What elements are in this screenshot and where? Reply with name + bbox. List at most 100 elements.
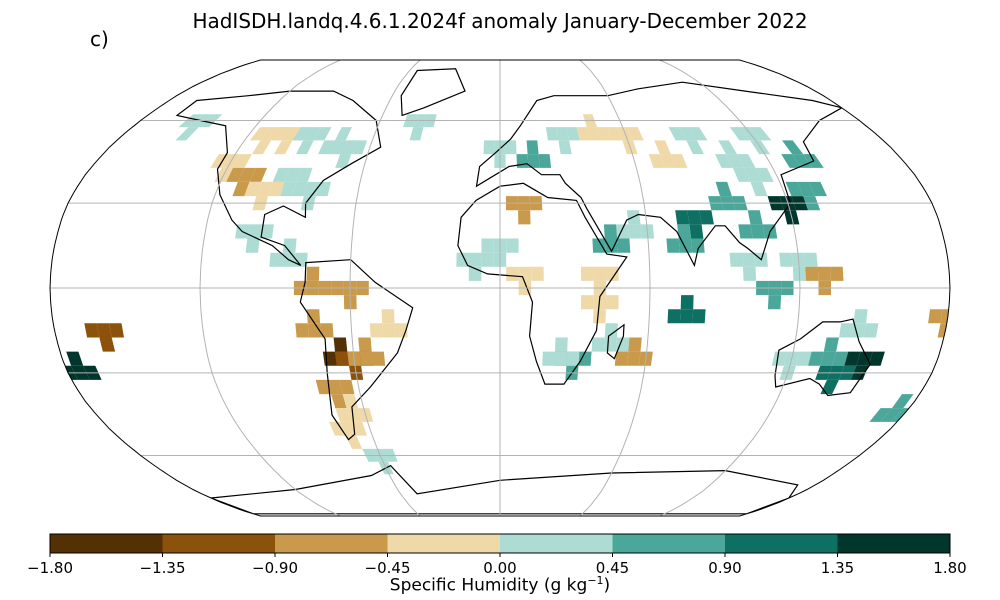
anomaly-cell bbox=[668, 127, 687, 141]
anomaly-cell bbox=[558, 140, 572, 155]
colorbar-tick-label: −1.35 bbox=[140, 559, 186, 577]
anomaly-cell bbox=[691, 238, 705, 253]
anomaly-cell bbox=[805, 266, 819, 281]
anomaly-cell bbox=[779, 252, 793, 267]
anomaly-cell bbox=[335, 154, 352, 168]
anomaly-cell bbox=[928, 309, 943, 324]
anomaly-cell bbox=[296, 167, 313, 182]
anomaly-cell bbox=[747, 210, 763, 225]
anomaly-cell bbox=[268, 181, 285, 197]
anomaly-cell bbox=[251, 140, 272, 155]
anomaly-cell bbox=[483, 140, 495, 155]
anomaly-cell bbox=[333, 337, 348, 352]
anomaly-cell bbox=[556, 127, 570, 141]
anomaly-cell bbox=[782, 140, 804, 155]
anomaly-cell bbox=[481, 252, 494, 267]
anomaly-cell bbox=[628, 337, 642, 352]
coastline-eurasia bbox=[475, 81, 844, 268]
colorbar-tick-label: 0.45 bbox=[596, 559, 629, 577]
coastline-antarctica bbox=[210, 464, 799, 515]
coastline-south-america bbox=[299, 259, 414, 441]
anomaly-cell bbox=[109, 323, 124, 338]
anomaly-cell bbox=[832, 351, 849, 366]
colorbar-label: Specific Humidity (g kg−1) bbox=[0, 574, 1000, 596]
anomaly-cell bbox=[303, 181, 320, 197]
anomaly-cell bbox=[566, 351, 580, 366]
coastline-north-america bbox=[175, 90, 382, 266]
colorbar-segment bbox=[50, 534, 163, 553]
anomaly-cell bbox=[99, 337, 116, 352]
anomaly-cell bbox=[576, 127, 591, 141]
anomaly-cell bbox=[259, 224, 274, 239]
anomaly-cell bbox=[538, 154, 552, 168]
anomaly-cell bbox=[742, 252, 756, 267]
anomaly-cell bbox=[306, 309, 321, 324]
colorbar-ticks: −1.80 −1.35 −0.90 −0.45 0.00 0.45 0.90 1.35 1.80 bbox=[27, 553, 967, 577]
anomaly-cell bbox=[679, 309, 694, 324]
anomaly-cell bbox=[335, 408, 352, 422]
anomaly-cell bbox=[542, 351, 555, 366]
anomaly-cell bbox=[614, 351, 629, 366]
colorbar-tick-label: −0.90 bbox=[252, 559, 298, 577]
anomaly-cell bbox=[689, 224, 704, 239]
anomaly-cell bbox=[531, 266, 544, 281]
anomaly-cell bbox=[518, 266, 532, 281]
colorbar-segment bbox=[387, 534, 501, 553]
anomaly-cell bbox=[249, 167, 268, 182]
anomaly-cell bbox=[604, 323, 618, 338]
anomaly-cell bbox=[307, 323, 322, 338]
anomaly-cell bbox=[516, 154, 529, 168]
anomaly-cell bbox=[603, 337, 618, 352]
anomaly-cell bbox=[313, 127, 332, 141]
colorbar-label-main: Specific Humidity (g kg bbox=[389, 575, 588, 596]
anomaly-cell bbox=[327, 379, 343, 395]
anomaly-cell bbox=[597, 127, 612, 141]
anomaly-cell bbox=[839, 323, 854, 338]
longitude-gridline bbox=[659, 60, 801, 516]
anomaly-cell bbox=[518, 210, 531, 225]
anomaly-cell bbox=[351, 421, 367, 436]
anomaly-cell bbox=[282, 238, 297, 253]
anomaly-cell bbox=[256, 181, 273, 197]
anomaly-cell bbox=[358, 337, 372, 352]
colorbar-tick-label: −0.45 bbox=[365, 559, 411, 577]
anomaly-cell bbox=[335, 127, 352, 141]
anomaly-cell bbox=[792, 154, 813, 168]
anomaly-cell bbox=[66, 351, 84, 366]
colorbar-segment bbox=[837, 534, 951, 553]
anomaly-cell bbox=[892, 394, 914, 409]
anomaly-cell bbox=[868, 351, 885, 366]
anomaly-cell bbox=[340, 421, 357, 436]
anomaly-cell bbox=[329, 421, 346, 436]
anomaly-cell bbox=[686, 140, 704, 155]
colorbar-label-close: ) bbox=[603, 575, 611, 596]
anomaly-cell bbox=[823, 337, 839, 352]
anomaly-cell bbox=[755, 167, 774, 182]
anomaly-cell bbox=[581, 266, 594, 281]
anomaly-cell bbox=[591, 337, 605, 352]
anomaly-cell bbox=[226, 167, 245, 182]
anomaly-cell bbox=[688, 127, 708, 141]
anomaly-cell bbox=[718, 140, 738, 155]
anomaly-cell bbox=[382, 323, 396, 338]
anomaly-cell bbox=[844, 351, 861, 366]
anomaly-cell bbox=[578, 351, 592, 366]
anomaly-cell bbox=[605, 295, 619, 310]
anomaly-cell bbox=[863, 323, 879, 338]
anomaly-cell bbox=[680, 295, 694, 310]
anomaly-cell bbox=[677, 224, 692, 239]
anomaly-cell bbox=[785, 181, 804, 197]
globe-outline bbox=[49, 59, 951, 517]
anomaly-cell bbox=[603, 224, 618, 239]
anomaly-cell bbox=[371, 351, 386, 366]
anomaly-cell bbox=[260, 127, 281, 141]
anomaly-cell bbox=[767, 295, 782, 310]
anomaly-cell bbox=[409, 127, 424, 141]
anomaly-cell bbox=[678, 238, 693, 253]
anomaly-cell bbox=[607, 127, 623, 141]
anomaly-cell bbox=[244, 181, 262, 197]
anomaly-cell bbox=[743, 266, 757, 281]
anomaly-cell bbox=[744, 167, 763, 182]
anomaly-cell bbox=[675, 210, 690, 225]
